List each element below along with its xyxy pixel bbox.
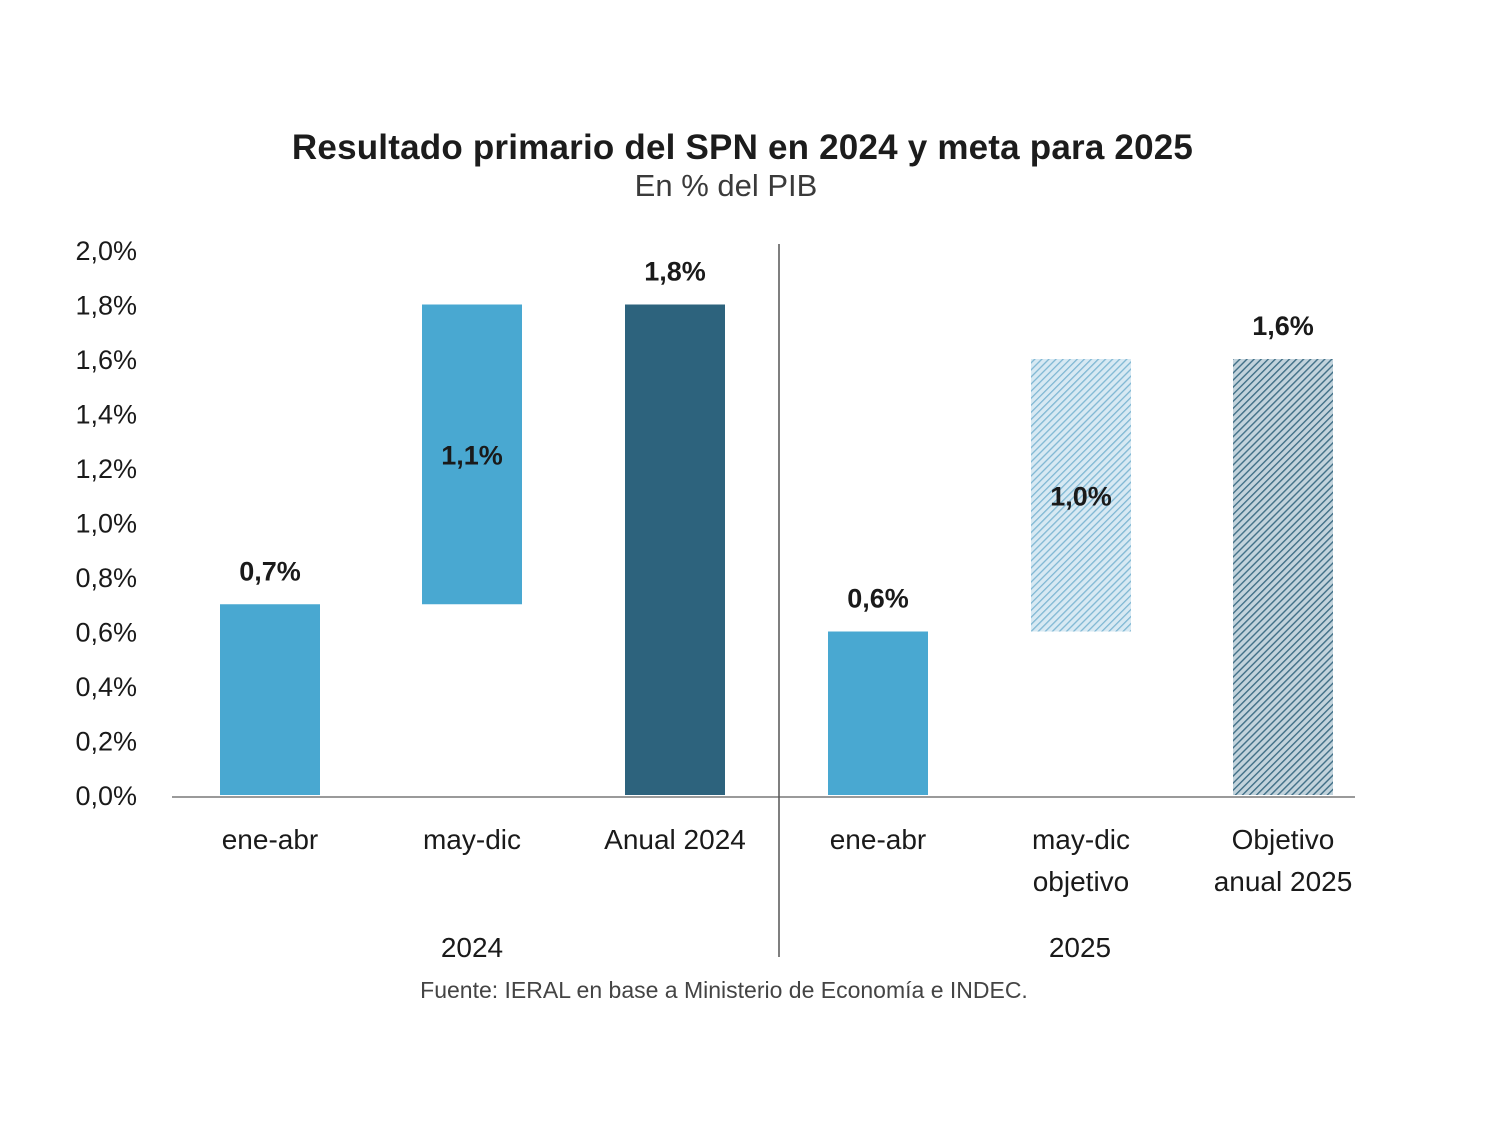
bar-2024-1: [220, 604, 320, 795]
category-label: may-dic objetivo: [1032, 824, 1130, 897]
bar-2024-3: [625, 304, 725, 795]
y-tick-label: 1,6%: [75, 345, 137, 375]
bar-labels: 0,7% 1,1% 1,8% 0,6% 1,0% 1,6%: [239, 257, 1314, 614]
category-label: Objetivo anual 2025: [1214, 824, 1353, 897]
bar-2024-2: [422, 304, 522, 605]
y-tick-label: 0,8%: [75, 563, 137, 593]
bars: [220, 304, 1333, 795]
data-label: 1,6%: [1252, 311, 1314, 341]
bar-2025-3: [1233, 359, 1333, 795]
data-label: 1,8%: [644, 257, 706, 287]
category-label: ene-abr: [222, 824, 319, 855]
y-tick-label: 1,2%: [75, 454, 137, 484]
y-tick-label: 0,6%: [75, 618, 137, 648]
y-tick-label: 1,0%: [75, 509, 137, 539]
data-label: 0,6%: [847, 584, 909, 614]
y-tick-label: 2,0%: [75, 236, 137, 266]
y-tick-label: 1,4%: [75, 400, 137, 430]
y-tick-label: 0,0%: [75, 781, 137, 811]
y-tick-label: 0,4%: [75, 672, 137, 702]
data-label: 1,1%: [441, 440, 503, 470]
category-label: may-dic: [423, 824, 521, 855]
data-label: 1,0%: [1050, 481, 1112, 511]
group-label-2025: 2025: [1049, 932, 1111, 963]
source-note: Fuente: IERAL en base a Ministerio de Ec…: [420, 977, 1028, 1003]
category-label: Anual 2024: [604, 824, 746, 855]
bar-2025-2: [1031, 359, 1131, 632]
chart-subtitle: En % del PIB: [634, 168, 818, 203]
chart-title: Resultado primario del SPN en 2024 y met…: [291, 128, 1194, 167]
category-label: ene-abr: [830, 824, 927, 855]
data-label: 0,7%: [239, 556, 301, 586]
y-tick-label: 1,8%: [75, 291, 137, 321]
x-axis-labels: 2024 ene-abr may-dic Anual 2024 2025 ene-abr m…: [222, 824, 1353, 963]
group-label-2024: 2024: [441, 932, 503, 963]
y-axis-labels: 0,0% 0,2% 0,4% 0,6% 0,8% 1,0% 1,2% 1,4% 1,6% 1,8%…: [75, 236, 137, 811]
y-tick-label: 0,2%: [75, 727, 137, 757]
bar-2025-1: [828, 631, 928, 795]
